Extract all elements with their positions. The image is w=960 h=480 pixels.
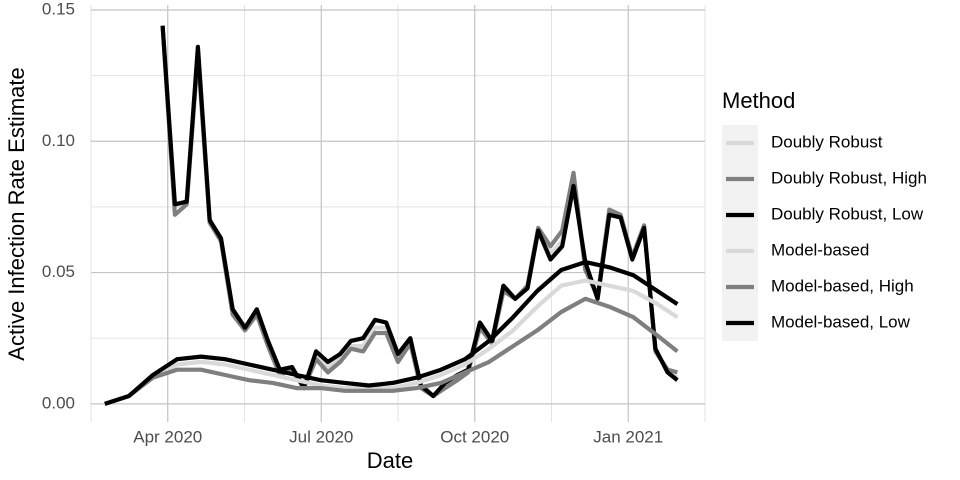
y-tick-label: 0.15 [42,0,75,18]
y-tick-label: 0.10 [42,131,75,150]
x-tick-label: Jan 2021 [593,427,663,446]
legend-label: Doubly Robust, Low [771,204,924,223]
series-line [104,278,679,406]
series-line [104,260,679,406]
series-line [104,296,679,406]
series-line [160,25,679,399]
y-tick-label: 0.00 [42,393,75,412]
x-tick-label: Oct 2020 [440,427,509,446]
x-tick-label: Jul 2020 [289,427,353,446]
legend-label: Model-based, Low [771,312,911,331]
y-axis-title: Active Infection Rate Estimate [4,67,29,360]
legend-label: Model-based [771,240,869,259]
legend-label: Doubly Robust, High [771,168,927,187]
x-axis-title: Date [367,448,413,473]
y-tick-label: 0.05 [42,262,75,281]
x-tick-label: Apr 2020 [133,427,202,446]
series-line [160,25,678,399]
legend-label: Doubly Robust [771,132,883,151]
series-line [160,25,679,399]
legend-title: Method [722,88,795,113]
legend-label: Model-based, High [771,276,914,295]
